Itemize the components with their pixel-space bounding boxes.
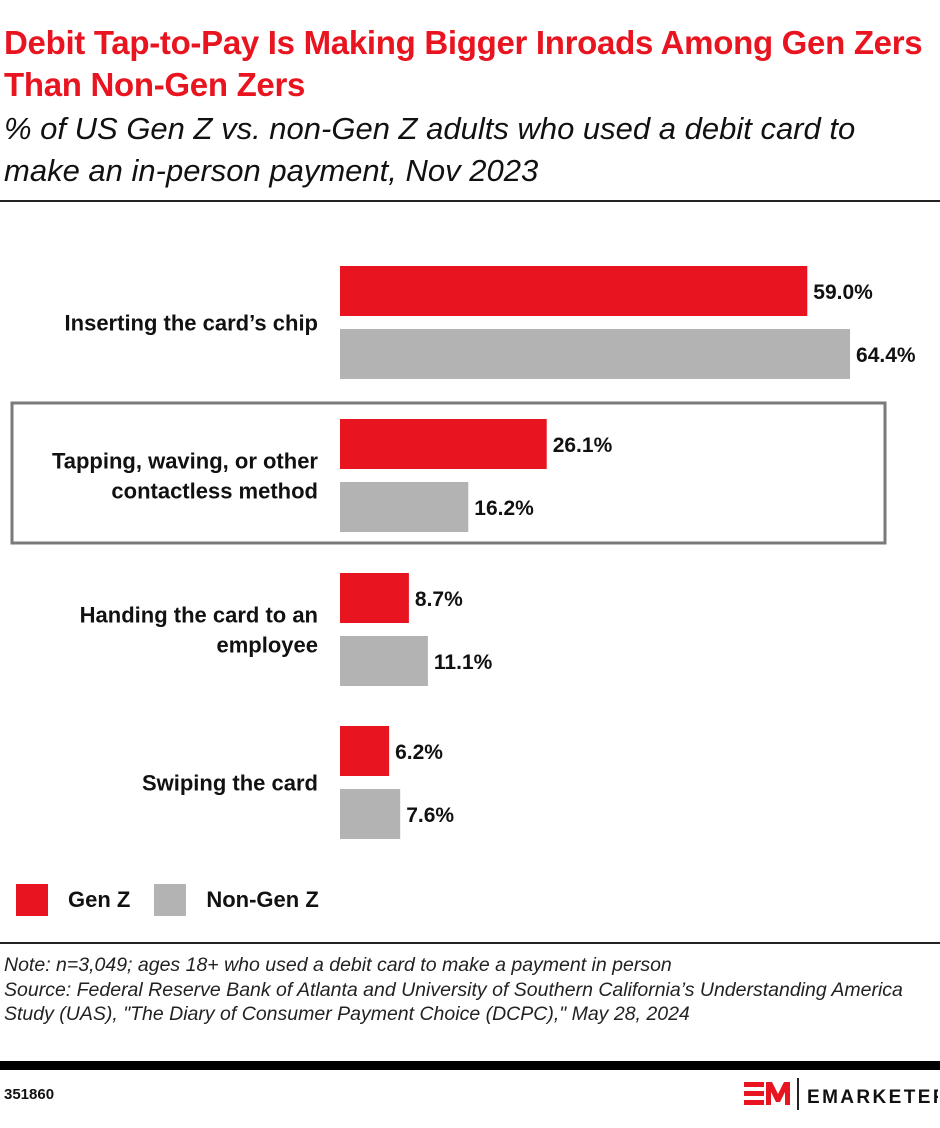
data-label: 6.2%: [395, 741, 443, 764]
bar-gen-z: [340, 726, 390, 776]
data-label: 11.1%: [434, 651, 493, 674]
data-label: 16.2%: [474, 497, 534, 520]
data-label: 59.0%: [813, 281, 873, 304]
bar-non-gen-z: [340, 789, 401, 839]
footer-bar: [0, 1061, 940, 1070]
brand-text: EMARKETER: [807, 1087, 938, 1108]
legend-swatch-gen-z: [16, 884, 48, 916]
legend-swatch-non-gen-z: [154, 884, 187, 916]
header-divider: [0, 200, 940, 202]
note-text: Note: n=3,049; ages 18+ who used a debit…: [4, 954, 672, 976]
emarketer-logo: EMARKETER: [742, 1078, 940, 1117]
footnote: Note: n=3,049; ages 18+ who used a debit…: [4, 953, 934, 1027]
bar-non-gen-z: [340, 482, 469, 532]
bar-non-gen-z: [340, 329, 851, 379]
legend-label-non-gen-z: Non-Gen Z: [206, 887, 319, 912]
category-label: Tapping, waving, or other: [52, 449, 318, 474]
bar-gen-z: [340, 573, 409, 623]
legend: Gen Z Non-Gen Z: [16, 884, 319, 916]
footer-divider: [0, 942, 940, 944]
category-label: Inserting the card’s chip: [65, 311, 318, 336]
bar-gen-z: [340, 419, 547, 469]
data-label: 26.1%: [553, 434, 613, 457]
chart-id: 351860: [4, 1086, 55, 1103]
category-label: Handing the card to an: [80, 603, 318, 628]
chart-subtitle: % of US Gen Z vs. non-Gen Z adults who u…: [4, 111, 856, 188]
legend-label-gen-z: Gen Z: [68, 887, 131, 912]
category-label: Swiping the card: [142, 771, 318, 796]
data-label: 7.6%: [406, 804, 454, 827]
highlight-box: [10, 401, 887, 545]
category-label: contactless method: [111, 479, 318, 504]
chart-title: Debit Tap-to-Pay Is Making Bigger Inroad…: [4, 24, 923, 103]
source-text: Source: Federal Reserve Bank of Atlanta …: [4, 978, 903, 1026]
bar-non-gen-z: [340, 636, 428, 686]
data-label: 8.7%: [415, 588, 463, 611]
bar-gen-z: [340, 266, 808, 316]
bar-chart: Inserting the card’s chip 59.0% 64.4% Tappi…: [10, 266, 916, 839]
category-label: employee: [217, 633, 319, 658]
data-label: 64.4%: [856, 344, 916, 367]
